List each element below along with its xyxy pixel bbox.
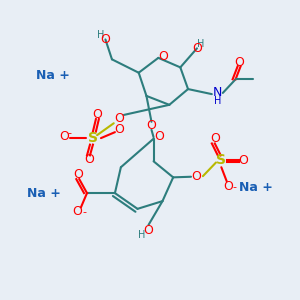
- Text: N: N: [213, 86, 223, 99]
- Text: O: O: [154, 130, 164, 143]
- Text: O: O: [158, 50, 168, 63]
- Text: Na +: Na +: [27, 187, 61, 200]
- Text: Na +: Na +: [37, 69, 70, 82]
- Text: -: -: [82, 207, 86, 218]
- Text: O: O: [146, 119, 156, 132]
- Text: -: -: [67, 128, 71, 138]
- Text: Na +: Na +: [239, 181, 273, 194]
- Text: O: O: [210, 132, 220, 145]
- Text: H: H: [214, 96, 221, 106]
- Text: -: -: [233, 182, 237, 192]
- Text: H: H: [197, 39, 205, 49]
- Text: O: O: [100, 33, 110, 46]
- Text: O: O: [239, 154, 249, 167]
- Text: O: O: [84, 153, 94, 166]
- Text: O: O: [72, 205, 82, 218]
- Text: O: O: [223, 180, 233, 193]
- Text: O: O: [234, 56, 244, 69]
- Text: O: O: [193, 42, 202, 55]
- Text: H: H: [97, 30, 105, 40]
- Text: O: O: [115, 123, 124, 136]
- Text: O: O: [59, 130, 69, 143]
- Text: O: O: [92, 108, 102, 122]
- Text: O: O: [115, 112, 124, 125]
- Text: O: O: [191, 170, 201, 183]
- Text: S: S: [88, 131, 98, 145]
- Text: S: S: [216, 152, 226, 167]
- Text: H: H: [138, 230, 146, 240]
- Text: O: O: [73, 168, 83, 181]
- Text: O: O: [144, 224, 154, 237]
